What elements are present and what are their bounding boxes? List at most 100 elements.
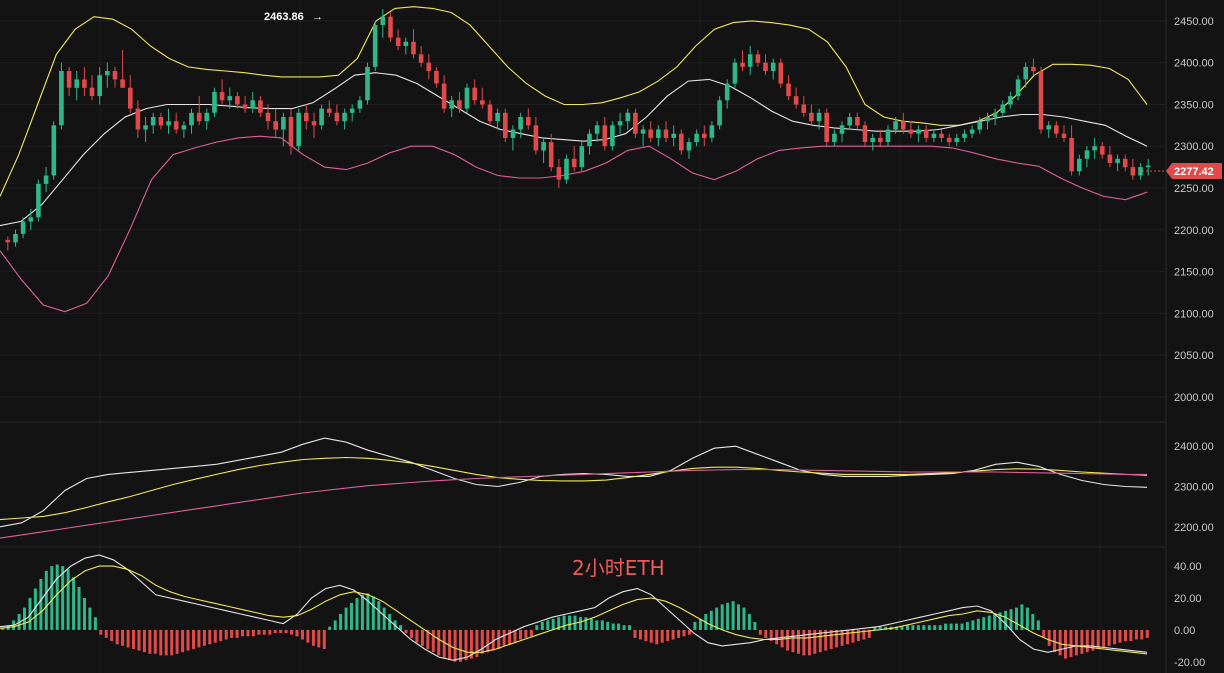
macd-histogram-bar [333, 620, 337, 630]
macd-histogram-bar [1118, 629, 1122, 643]
macd-histogram-bar [115, 629, 119, 645]
macd-histogram-bar [290, 629, 294, 635]
macd-histogram-bar [960, 623, 964, 630]
macd-histogram-bar [1080, 629, 1084, 654]
macd-histogram-bar [475, 629, 479, 657]
candle-body [189, 112, 194, 126]
candle-body [556, 167, 562, 180]
macd-histogram-bar [638, 629, 642, 640]
macd-histogram-bar [344, 607, 348, 630]
macd-histogram-bar [164, 629, 168, 656]
macd-histogram-bar [246, 629, 250, 637]
macd-histogram-bar [737, 604, 740, 630]
candle-body [495, 112, 500, 122]
candle-body [296, 112, 301, 147]
macd-histogram-bar [519, 629, 522, 640]
candle-body [112, 71, 118, 80]
macd-histogram-bar [884, 626, 888, 630]
macd-histogram-bar [895, 626, 899, 630]
macd-histogram-bar [1145, 629, 1149, 638]
macd-histogram-bar [846, 629, 849, 645]
macd-histogram-bar [355, 598, 359, 630]
candle-body [939, 133, 944, 138]
macd-histogram-bar [584, 617, 588, 630]
macd-histogram-bar [1025, 607, 1029, 630]
macd-histogram-bar [241, 629, 244, 637]
candle-body [709, 125, 715, 138]
candle-body [908, 129, 914, 134]
candle-body [1100, 146, 1105, 155]
macd-histogram-bar [142, 629, 146, 653]
macd-histogram-bar [1129, 629, 1133, 642]
candle-body [855, 117, 860, 126]
macd-histogram-bar [339, 614, 343, 630]
macd-histogram-bar [791, 629, 795, 653]
macd-histogram-bar [1140, 629, 1144, 640]
macd-histogram-bar [153, 629, 157, 654]
macd-histogram-bar [802, 629, 806, 656]
macd-histogram-bar [562, 615, 566, 630]
candle-body [617, 121, 623, 126]
candle-body [824, 112, 829, 142]
candle-body [349, 108, 355, 113]
candle-body [418, 54, 424, 63]
candle-body [923, 129, 929, 138]
macd-histogram-bar [513, 629, 517, 643]
macd-axis: 40.00 20.00 0.00 -20.00 [1174, 561, 1205, 669]
macd-histogram-bar [682, 629, 686, 637]
candle-body [1015, 79, 1021, 97]
macd-histogram-bar [208, 629, 212, 645]
macd-histogram-bar [911, 625, 915, 630]
macd-histogram-bar [982, 617, 986, 630]
candle-body [977, 121, 983, 130]
candle-body [1145, 165, 1151, 168]
candle-body [1000, 104, 1006, 113]
candle-body [150, 117, 156, 126]
macd-histogram-bar [175, 629, 179, 654]
macd-histogram-bar [617, 623, 621, 630]
macd-histogram-bar [998, 612, 1002, 630]
candle-body [13, 234, 18, 243]
macd-histogram-bar [459, 629, 462, 662]
macd-histogram-bar [557, 617, 561, 630]
macd-histogram-bar [262, 629, 266, 635]
candle-body [878, 137, 883, 143]
macd-histogram-bar [535, 625, 539, 630]
candle-body [196, 112, 202, 122]
macd-axis-tick-label: -20.00 [1174, 657, 1205, 669]
candle-body [541, 142, 546, 151]
macd-histogram-bar [949, 623, 953, 630]
macd-histogram-bar [764, 629, 768, 638]
last-price-tag: 2277.42 [1166, 163, 1222, 179]
candle-body [219, 91, 225, 101]
macd-histogram-bar [1091, 629, 1095, 651]
macd-histogram-bar [818, 629, 822, 653]
candle-body [235, 96, 240, 105]
macd-axis-tick-label: 20.00 [1174, 593, 1202, 605]
macd-histogram-bar [306, 629, 310, 643]
candle-body [1115, 158, 1120, 163]
macd-histogram-bar [426, 629, 430, 649]
candle-body [357, 100, 363, 109]
macd-histogram-bar [775, 629, 779, 645]
candle-body [839, 125, 845, 134]
moving-average-lines [0, 437, 1148, 539]
macd-histogram-bar [110, 629, 114, 642]
price-axis-tick-label: 2400.00 [1174, 58, 1214, 70]
candle-body [992, 112, 998, 117]
macd-histogram-bar [219, 629, 223, 642]
candle-body [1107, 154, 1113, 163]
macd-histogram-bar [611, 623, 615, 630]
macd-histogram-bar [660, 629, 664, 643]
macd-histogram-bar [377, 601, 381, 630]
candle-body [1008, 96, 1013, 105]
macd-histogram-bar [404, 629, 408, 634]
macd-histogram-bar [993, 614, 997, 630]
candle-body [1061, 133, 1067, 138]
macd-histogram-bar [192, 629, 195, 649]
candle-body [564, 158, 569, 180]
candle-body [786, 83, 791, 97]
macd-histogram-bar [382, 607, 386, 630]
